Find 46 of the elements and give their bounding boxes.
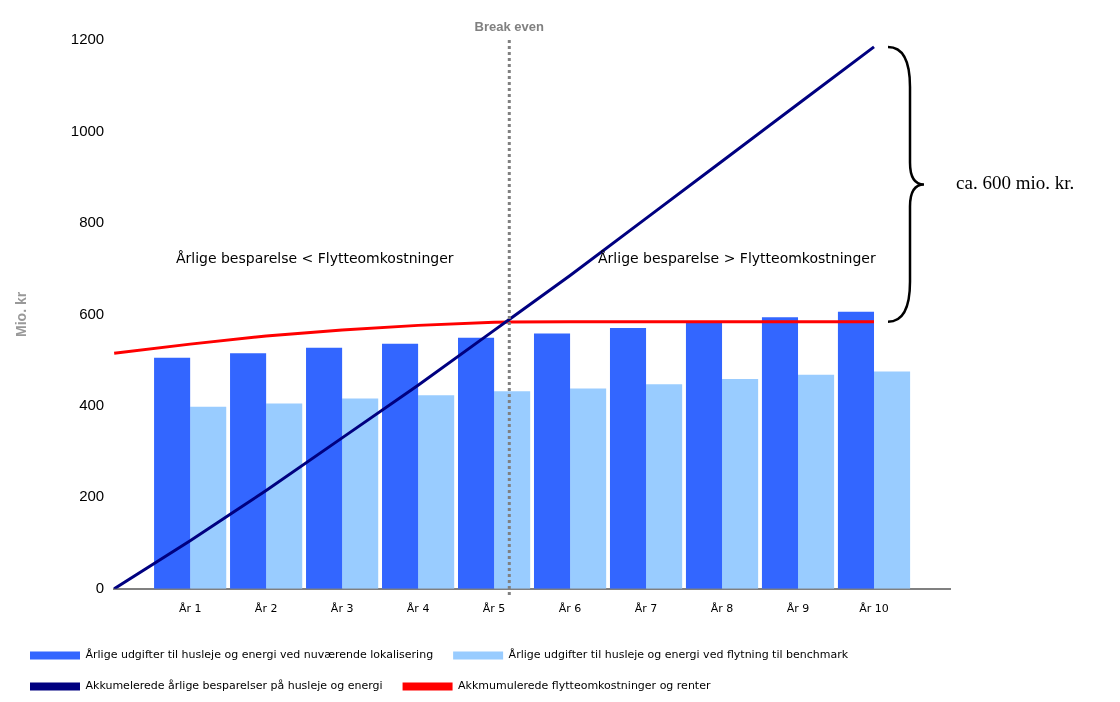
annotation: Årlige besparelse < Flytteomkostninger (175, 250, 454, 267)
bar (230, 353, 267, 589)
legend-label: Årlige udgifter til husleje og energi ved nuværende lokalisering (85, 648, 434, 662)
x-tick-label: År 5 (482, 602, 506, 616)
bar (154, 357, 191, 589)
bar (458, 337, 495, 589)
bar (570, 388, 607, 589)
bar (798, 374, 835, 589)
bar (342, 398, 379, 589)
legend-label: Årlige udgifter til husleje og energi ved flytning til benchmark (508, 648, 849, 662)
x-tick-label: År 9 (786, 602, 810, 616)
bar (190, 406, 227, 589)
bar (722, 378, 759, 589)
x-tick-label: År 6 (558, 602, 582, 616)
bar (609, 328, 647, 589)
x-tick-label: År 7 (634, 602, 658, 616)
bar (761, 317, 799, 589)
x-tick-label: År 2 (254, 602, 278, 616)
bar (306, 347, 343, 589)
x-tick-label: År 10 (859, 602, 889, 616)
legend-label: Akkmumulerede flytteomkostninger og renter (458, 679, 711, 693)
bar (533, 333, 571, 589)
y-tick-label: 400 (79, 396, 105, 414)
y-tick-label: 1000 (70, 121, 105, 139)
bar (266, 403, 303, 589)
x-tick-label: År 1 (178, 602, 202, 616)
annotation: Årlige besparelse > Flytteomkostninger (598, 250, 876, 267)
bar (382, 343, 419, 589)
legend-label: Akkumelerede årlige besparelser på husleje og energi (85, 679, 383, 693)
bar (685, 322, 723, 589)
text: ca. 600 mio. kr. (956, 172, 1075, 194)
bar (874, 371, 911, 589)
x-tick-label: År 4 (406, 602, 430, 616)
bar (494, 391, 531, 589)
bar (418, 395, 455, 589)
y-tick-label: 800 (79, 213, 105, 231)
y-axis-title: Mio. kr (13, 291, 30, 337)
x-tick-label: År 8 (710, 602, 734, 616)
y-tick-label: 600 (79, 304, 105, 322)
bar (837, 311, 875, 589)
y-tick-label: 0 (95, 578, 105, 596)
ref-line-label: Break even (474, 19, 545, 35)
x-tick-label: År 3 (330, 602, 354, 616)
y-tick-label: 1200 (70, 30, 105, 48)
y-tick-label: 200 (79, 487, 105, 505)
bar (646, 384, 683, 589)
